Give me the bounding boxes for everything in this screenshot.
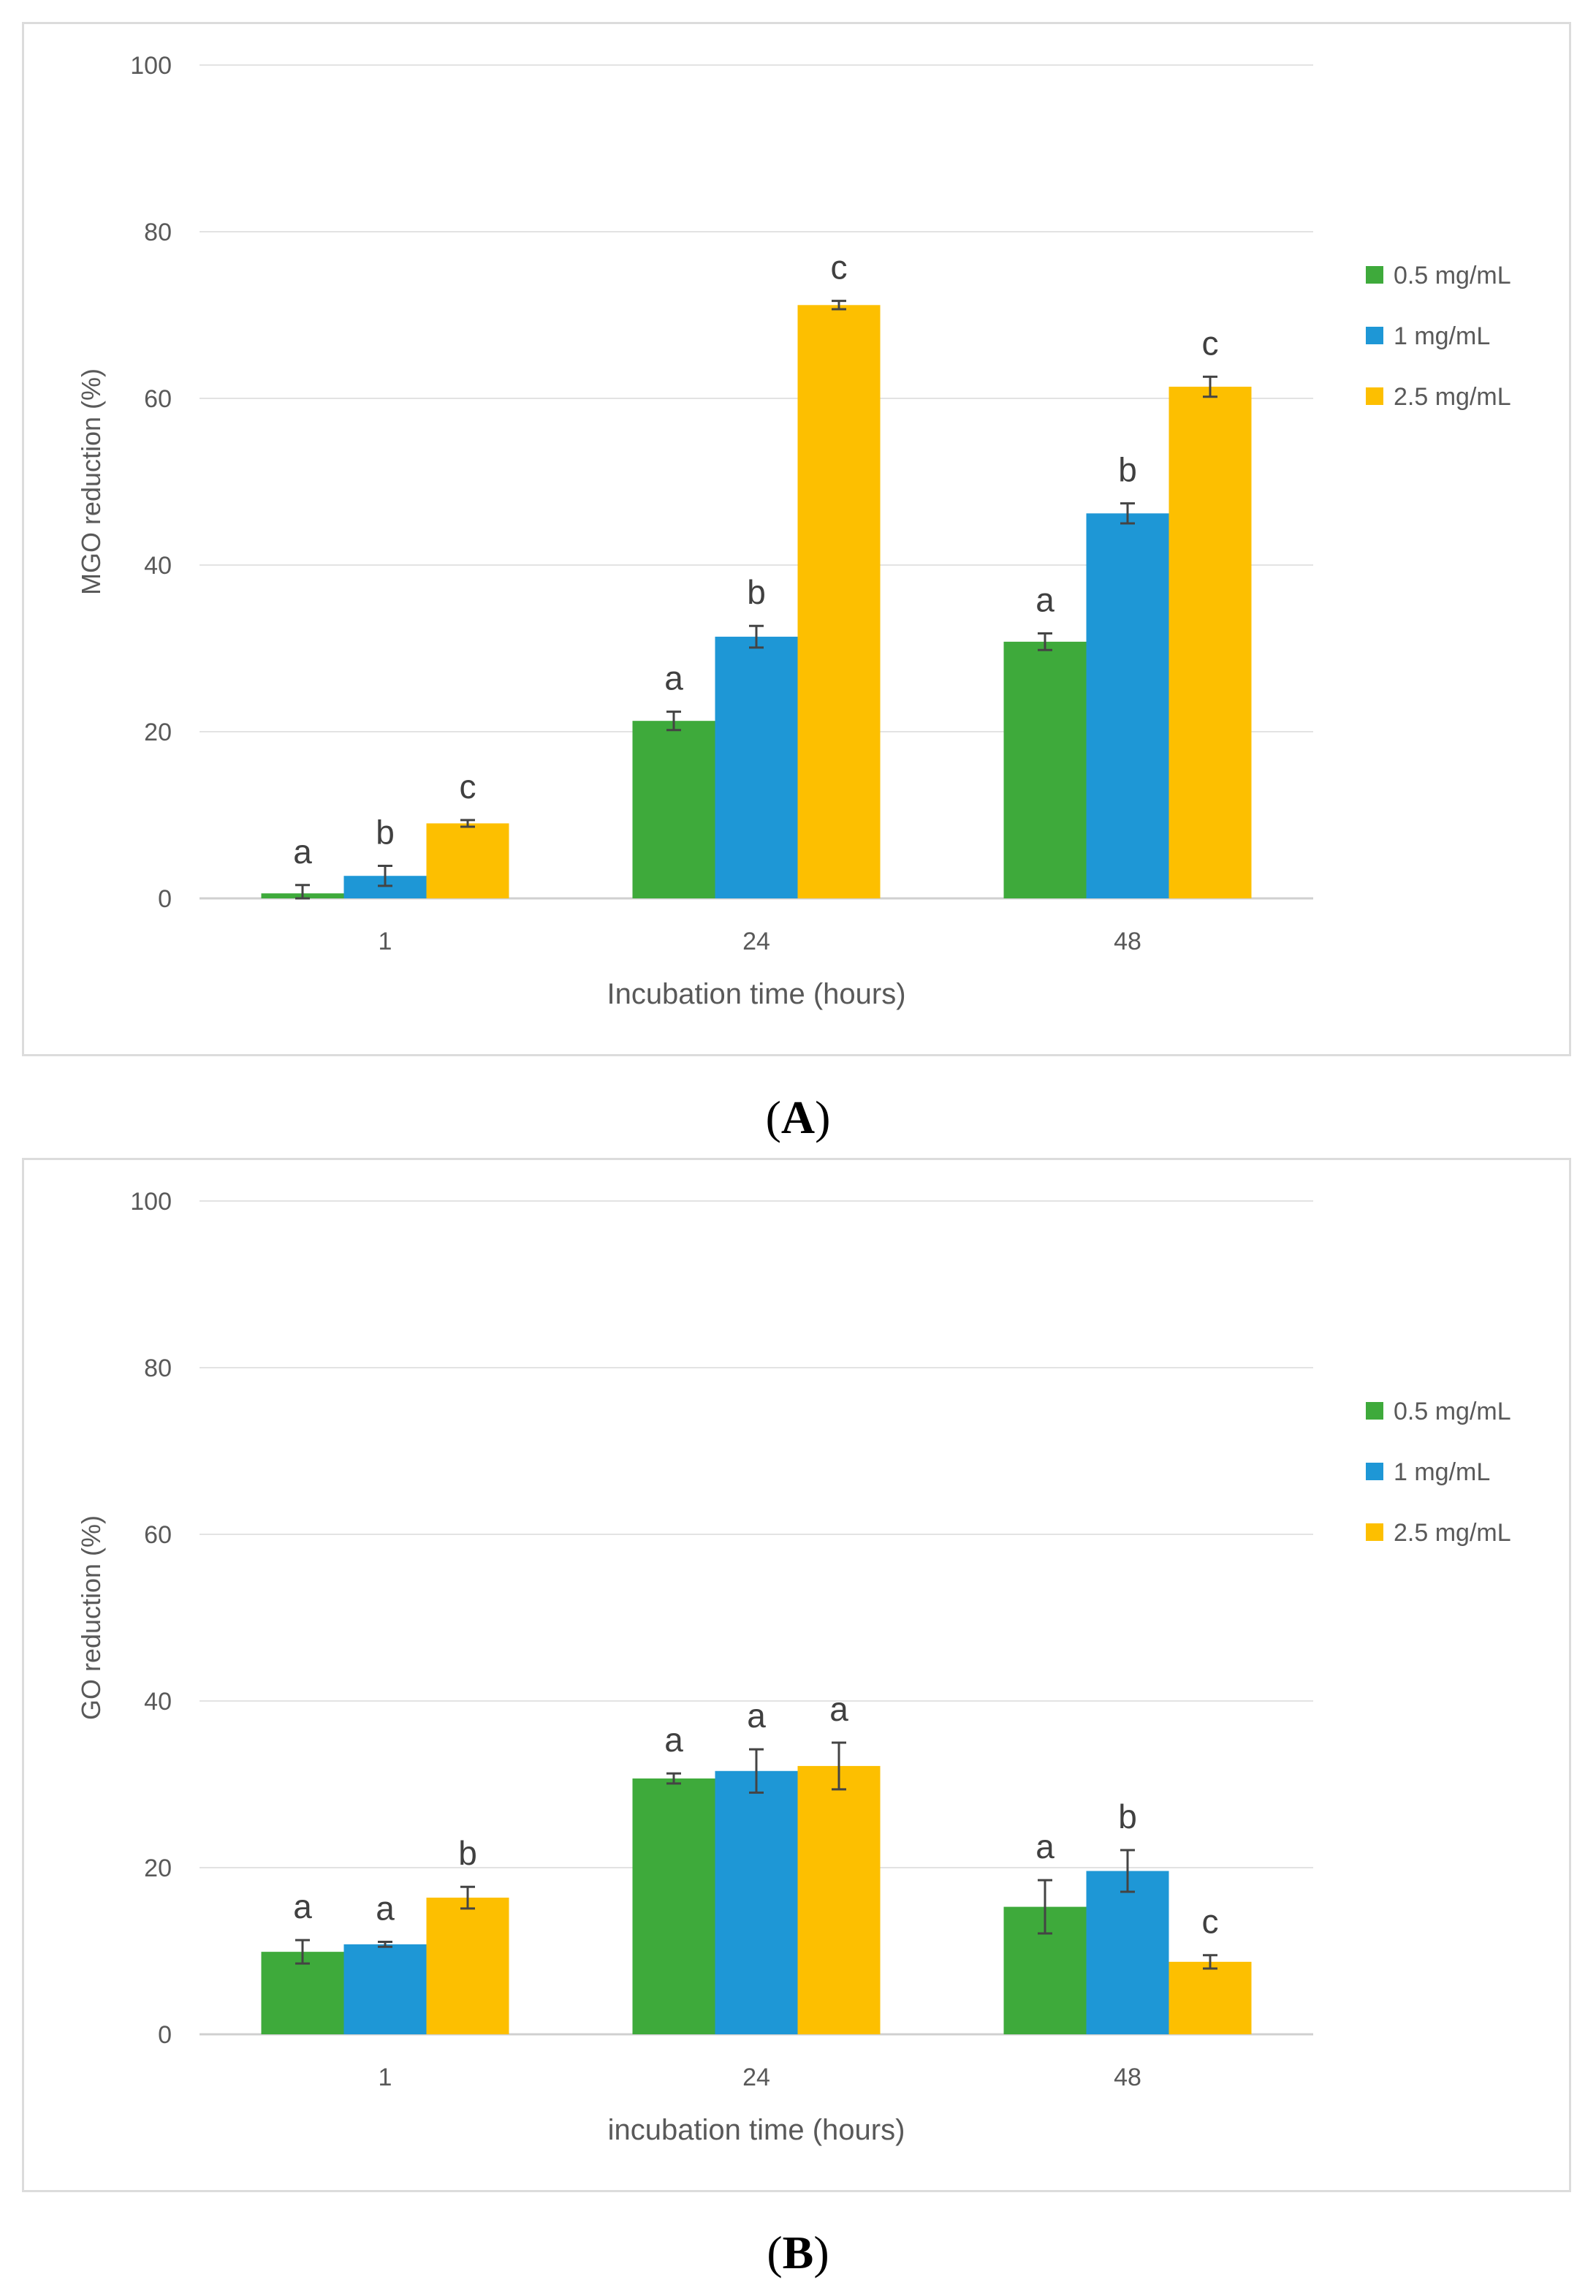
bar [715,1770,798,2034]
significance-letter: b [1118,451,1137,489]
bar [426,823,509,898]
y-tick-label: 40 [144,1688,172,1716]
bar [343,1944,427,2034]
bar [1168,1961,1252,2034]
significance-letter: b [458,1834,477,1872]
legend-label: 1 mg/mL [1394,1458,1490,1486]
bar [261,1952,344,2034]
y-tick-label: 100 [130,52,172,80]
significance-letter: c [1202,324,1219,362]
y-tick-label: 60 [144,385,172,413]
bar [426,1898,509,2034]
x-axis-title: Incubation time (hours) [607,978,905,1010]
y-tick-label: 0 [158,885,172,913]
significance-letter: b [376,814,395,852]
legend-swatch [1366,1523,1383,1541]
significance-letter: c [460,768,476,806]
y-tick-label: 40 [144,552,172,580]
legend-label: 0.5 mg/mL [1394,1398,1511,1425]
significance-letter: b [747,573,766,611]
x-tick-label: 48 [1114,2064,1141,2091]
x-tick-label: 1 [379,928,392,955]
y-tick-label: 20 [144,719,172,746]
bar [1086,1871,1169,2034]
significance-letter: a [376,1889,395,1927]
bar [632,721,715,898]
legend-swatch [1366,1402,1383,1420]
significance-letter: a [829,1690,848,1728]
y-tick-label: 100 [130,1188,172,1216]
x-tick-label: 48 [1114,928,1141,955]
chart-b: 0 20 40 60 80 100 a a b 1 a a a 24 a b c 48 incubation tim… [76,1188,1511,2146]
legend-swatch [1366,266,1383,284]
significance-letter: b [1118,1797,1137,1835]
chart-a: 0 20 40 60 80 100 a b c 1 a b c 24 a b c 48 Incubation tim… [76,52,1511,1010]
y-tick-label: 60 [144,1521,172,1549]
x-tick-label: 1 [379,2064,392,2091]
y-axis-title: MGO reduction (%) [76,368,106,595]
significance-letter: a [293,1887,312,1925]
legend-label: 2.5 mg/mL [1394,383,1511,411]
significance-letter: a [293,833,312,871]
x-tick-label: 24 [742,2064,770,2091]
chart-panel-a: 0 20 40 60 80 100 a b c 1 a b c 24 a b c 48 Incubation tim… [22,22,1571,1056]
significance-letter: a [1036,580,1054,618]
panel-a-caption: (A) [765,1091,831,1143]
significance-letter: a [1036,1827,1054,1865]
x-tick-label: 24 [742,928,770,955]
x-axis-title: incubation time (hours) [608,2114,905,2146]
panel-b-caption: (B) [767,2227,829,2278]
y-axis-title: GO reduction (%) [76,1515,106,1720]
bar [632,1778,715,2034]
significance-letter: a [664,659,683,697]
bar [1003,641,1087,898]
significance-letter: a [664,1721,683,1759]
legend-label: 0.5 mg/mL [1394,262,1511,289]
y-tick-label: 80 [144,219,172,246]
y-tick-label: 20 [144,1854,172,1882]
y-tick-label: 80 [144,1355,172,1382]
bar [1086,513,1169,898]
bar [715,637,798,898]
legend-swatch [1366,1463,1383,1480]
bar [797,305,881,898]
legend-label: 2.5 mg/mL [1394,1519,1511,1547]
significance-letter: c [1202,1903,1219,1941]
significance-letter: a [747,1697,766,1735]
legend-label: 1 mg/mL [1394,322,1490,350]
significance-letter: c [831,249,848,287]
bar [797,1765,881,2034]
legend-swatch [1366,387,1383,405]
y-tick-label: 0 [158,2021,172,2049]
bar [1168,387,1252,898]
legend-swatch [1366,327,1383,344]
chart-panel-b: 0 20 40 60 80 100 a a b 1 a a a 24 a b c 48 incubation tim… [22,1158,1571,2192]
